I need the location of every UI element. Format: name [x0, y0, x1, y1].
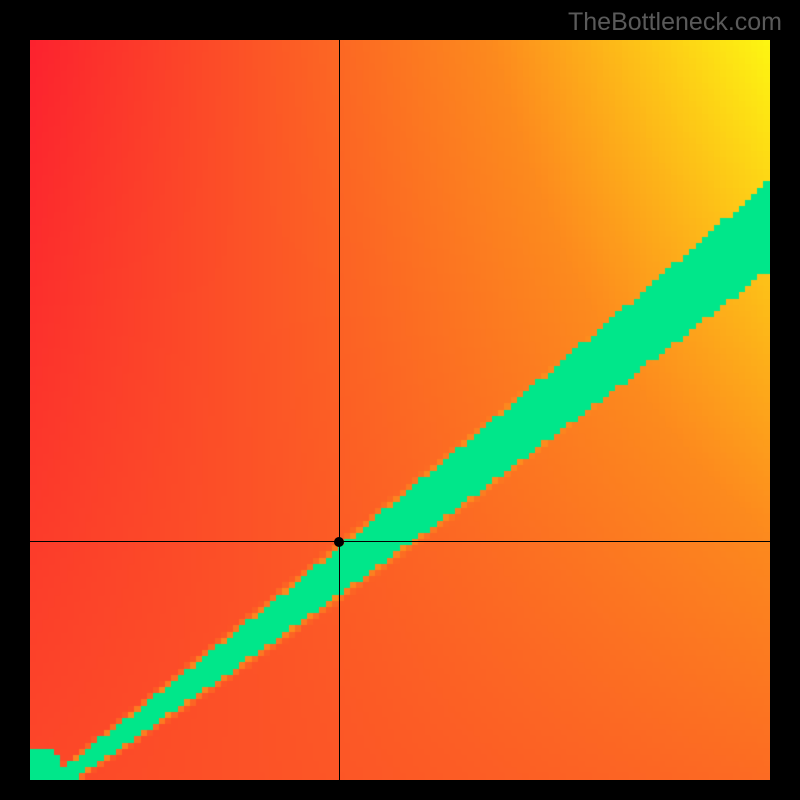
crosshair-marker: [334, 537, 344, 547]
heatmap-canvas: [30, 40, 770, 780]
watermark-text: TheBottleneck.com: [568, 8, 782, 37]
crosshair-vertical: [339, 40, 340, 780]
crosshair-horizontal: [30, 541, 770, 542]
heatmap-plot: [30, 40, 770, 780]
